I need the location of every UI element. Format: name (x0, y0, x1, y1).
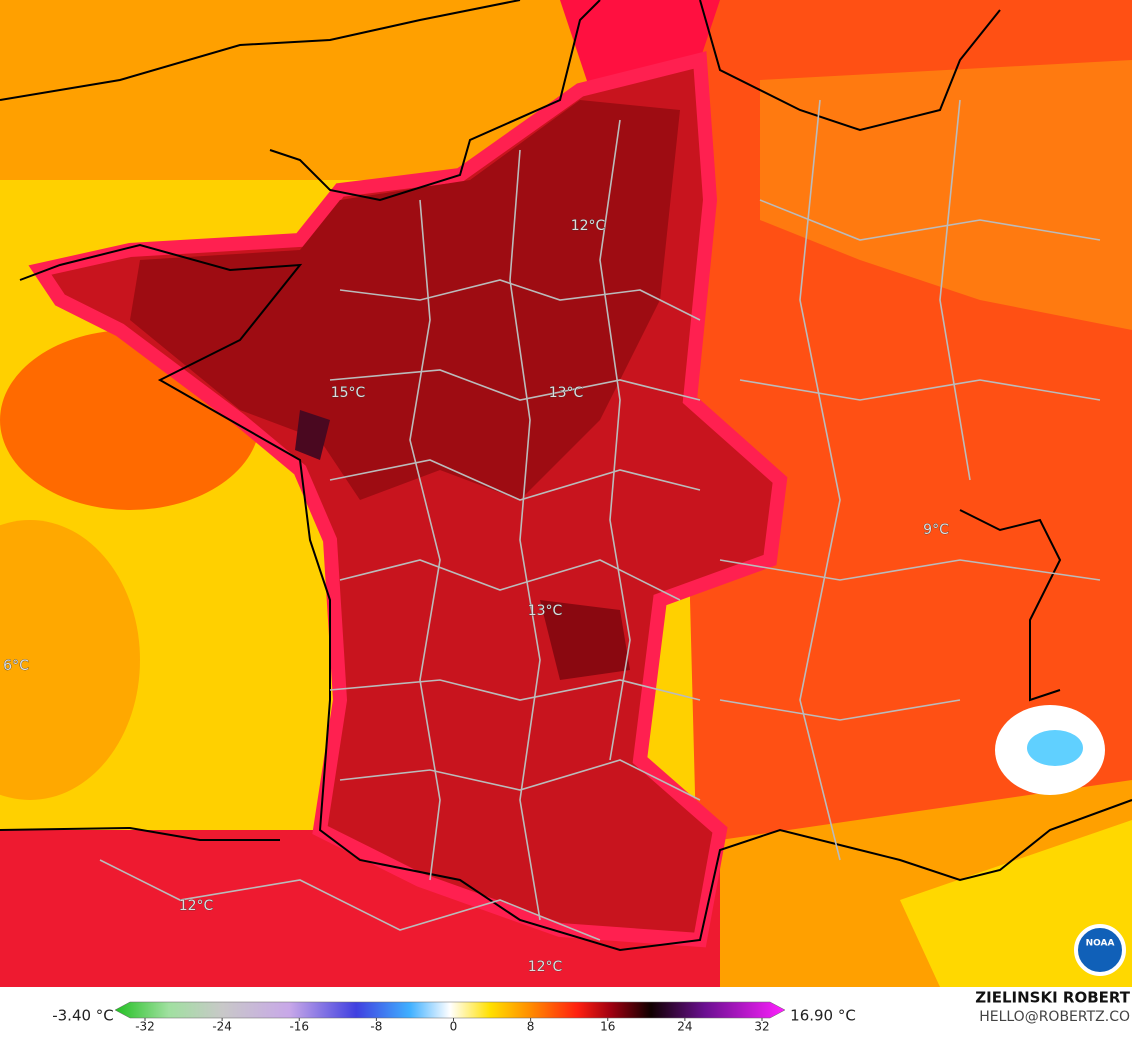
temperature-label: 6°C (3, 658, 29, 674)
temperature-label: 12°C (571, 218, 606, 234)
max-label: 16.90 °C (790, 1007, 856, 1025)
temperature-label: 15°C (331, 385, 366, 401)
belgium (560, 0, 720, 90)
warm-core (540, 600, 630, 680)
credit-name: ZIELINSKI ROBERT (975, 989, 1130, 1007)
temperature-label: 13°C (528, 603, 563, 619)
logo-text: NOAA (1086, 939, 1115, 949)
tick-label: 0 (450, 1020, 458, 1034)
tick-label: 32 (754, 1020, 769, 1034)
temperature-label: 12°C (179, 898, 214, 914)
credit-email: HELLO@ROBERTZ.CO (979, 1009, 1130, 1025)
mediterranean (900, 820, 1132, 987)
hot-spot (295, 410, 330, 460)
tick-label: 24 (677, 1020, 692, 1034)
tick-label: -16 (289, 1020, 309, 1034)
sea-warm (0, 520, 140, 800)
map: 12°C 15°C 13°C 9°C 13°C 6°C 12°C 12°C NOAA (0, 0, 1132, 987)
tick-label: -8 (370, 1020, 382, 1034)
tick-label: -32 (135, 1020, 155, 1034)
min-label: -3.40 °C (52, 1007, 114, 1025)
temperature-label: 12°C (528, 959, 563, 975)
alps-cold (1027, 730, 1083, 766)
colorbar: -3.40 °C 16.90 °C -32 -24 -16 -8 0 8 16 24 32 (52, 1001, 856, 1034)
map-labels: 12°C 15°C 13°C 9°C 13°C 6°C 12°C 12°C (3, 218, 950, 976)
tick-label: 16 (600, 1020, 615, 1034)
tick-label: 8 (527, 1020, 535, 1034)
logo (1074, 924, 1126, 976)
tick-label: -24 (212, 1020, 232, 1034)
colorbar-scale (114, 1001, 786, 1019)
temperature-label: 9°C (923, 522, 949, 538)
borders (99, 99, 1101, 941)
warm-core (130, 100, 680, 500)
colorbar-ticks: -32 -24 -16 -8 0 8 16 24 32 (135, 1018, 770, 1034)
coastline (0, 0, 1132, 952)
temperature-label: 13°C (549, 385, 584, 401)
